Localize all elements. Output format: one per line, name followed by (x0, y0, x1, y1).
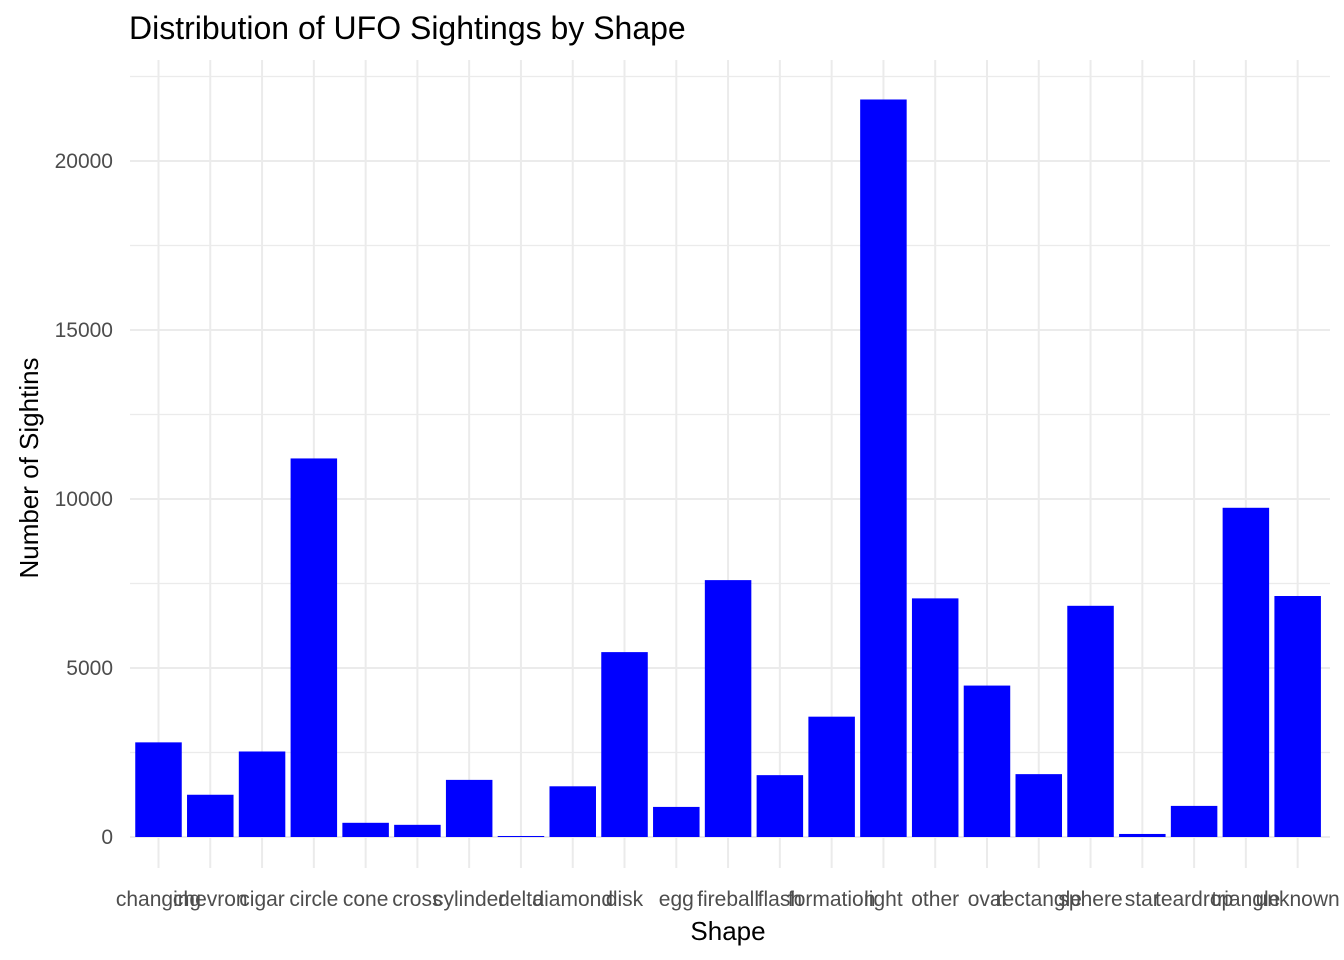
x-tick-label-fireball: fireball (697, 888, 759, 911)
bar-cross (394, 824, 441, 837)
bar-flash (756, 775, 804, 837)
bar-changing (135, 742, 182, 837)
bar-formation (808, 716, 855, 837)
bar-light (860, 99, 907, 837)
x-tick-label-circle: circle (289, 888, 338, 911)
y-tick-label: 15000 (55, 319, 113, 342)
bar-delta (497, 835, 545, 837)
x-tick-label-teardrop: teardrop (1155, 888, 1233, 911)
x-tick-label-disk: disk (606, 888, 644, 911)
bar-diamond (549, 786, 596, 837)
x-tick-label-oval: oval (968, 888, 1007, 911)
bar-other (911, 598, 959, 837)
x-tick-label-cross: cross (392, 888, 442, 911)
x-tick-label-flash: flash (758, 888, 802, 911)
y-tick-label: 0 (101, 826, 113, 849)
y-tick-label: 20000 (55, 150, 113, 173)
x-tick-label-star: star (1125, 888, 1160, 911)
bar-fireball (704, 580, 752, 837)
x-tick-label-chevron: chevron (173, 888, 248, 911)
bars (135, 99, 1321, 837)
bar-cylinder (445, 779, 493, 837)
bar-cigar (238, 751, 286, 837)
y-axis-title: Number of Sightins (14, 357, 44, 578)
y-tick-label: 10000 (55, 488, 113, 511)
bar-egg (653, 806, 700, 837)
x-tick-label-unknown: unknown (1256, 888, 1340, 911)
bar-cone (342, 822, 389, 837)
chart-title: Distribution of UFO Sightings by Shape (129, 10, 686, 46)
bar-teardrop (1170, 805, 1218, 837)
bar-disk (601, 652, 648, 837)
bar-oval (963, 685, 1011, 837)
x-tick-label-light: light (864, 888, 903, 911)
bar-triangle (1222, 507, 1270, 837)
x-tick-label-sphere: sphere (1058, 888, 1122, 911)
x-tick-label-cylinder: cylinder (433, 888, 505, 911)
bar-sphere (1067, 605, 1114, 837)
x-tick-label-delta: delta (498, 888, 544, 911)
x-tick-label-cigar: cigar (239, 888, 285, 911)
bar-circle (290, 458, 338, 837)
y-tick-label: 5000 (66, 657, 113, 680)
x-tick-label-triangle: triangle (1211, 888, 1280, 911)
x-tick-label-other: other (911, 888, 959, 911)
x-tick-label-rectangle: rectangle (996, 888, 1082, 911)
x-tick-label-changing: changing (116, 888, 201, 911)
bar-chevron (187, 794, 234, 837)
bar-unknown (1274, 596, 1321, 837)
bar-rectangle (1015, 774, 1063, 837)
x-tick-label-formation: formation (788, 888, 876, 911)
y-tick-labels: 0 5000 10000 15000 20000 (55, 150, 113, 849)
x-tick-label-cone: cone (343, 888, 389, 911)
x-tick-label-egg: egg (659, 888, 694, 911)
x-tick-label-diamond: diamond (532, 888, 613, 911)
bar-star (1119, 833, 1166, 837)
x-axis-title: Shape (690, 916, 765, 946)
